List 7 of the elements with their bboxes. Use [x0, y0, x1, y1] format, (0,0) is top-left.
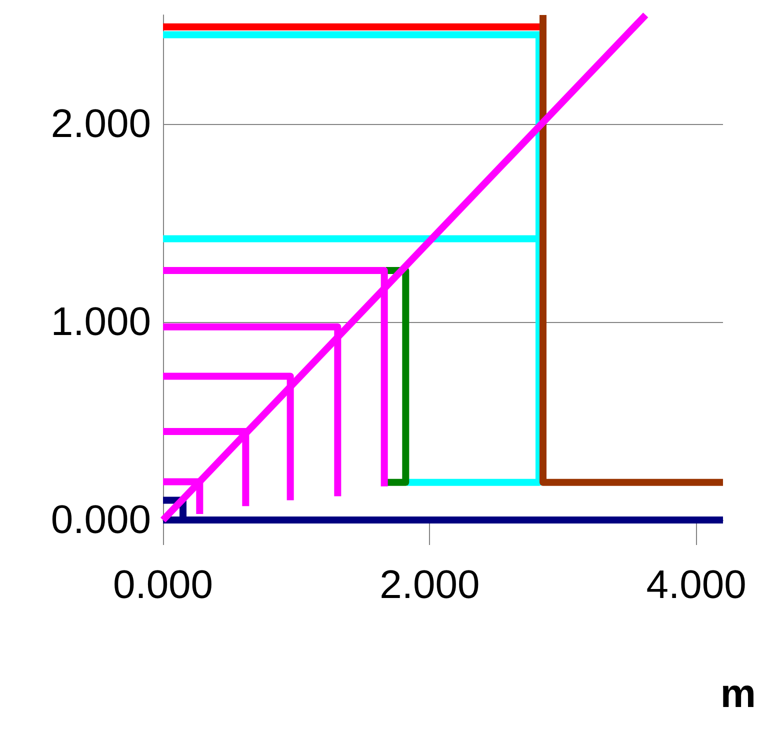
x-axis-title: m — [720, 672, 756, 716]
x-tick-label: 0.000 — [112, 563, 214, 607]
y-tick-label: 1.000 — [50, 300, 151, 344]
x-tick-label: 2.000 — [380, 563, 480, 607]
y-tick-label: 0.000 — [50, 498, 151, 542]
y-tick-label: 2.000 — [50, 102, 151, 146]
x-tick-label: 4.000 — [646, 563, 746, 607]
